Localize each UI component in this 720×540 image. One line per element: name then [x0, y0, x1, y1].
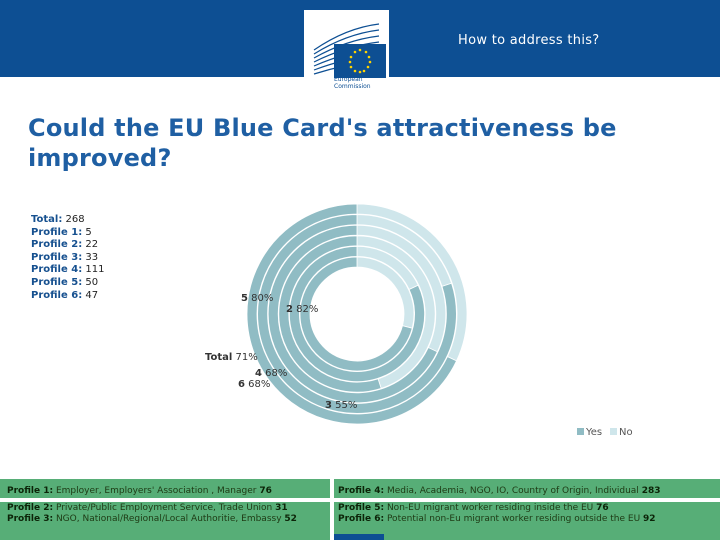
- legend-swatch: [610, 428, 617, 435]
- footer: Profile 1: Employer, Employers' Associat…: [0, 479, 720, 540]
- ec-logo-icon: [313, 23, 386, 78]
- ring-data-label: 6 68%: [238, 379, 270, 390]
- ec-logo-text: European Commission: [334, 76, 371, 90]
- footer-divider: [0, 498, 720, 502]
- count-row: Profile 4: 111: [31, 264, 105, 276]
- footer-divider: [330, 479, 334, 540]
- count-row: Profile 1: 5: [31, 226, 92, 238]
- ring-data-label: Total 71%: [205, 352, 258, 363]
- donut-slice-yes: [289, 245, 425, 382]
- ring-data-label: 2 82%: [286, 304, 318, 315]
- legend-label: No: [619, 427, 633, 438]
- donut-slice-yes: [267, 224, 438, 404]
- footer-profile-2: Profile 2: Private/Public Employment Ser…: [7, 503, 288, 513]
- legend-swatch: [577, 428, 584, 435]
- count-row: Profile 6: 47: [31, 289, 99, 301]
- ec-logo: [304, 10, 389, 98]
- footer-profile-6: Profile 6: Potential non-Eu migrant work…: [338, 514, 656, 524]
- donut-slice-yes: [246, 203, 458, 425]
- donut-slice-yes: [257, 214, 457, 414]
- profile-counts: Total: 268 Profile 1: 5 Profile 2: 22 Pr…: [31, 214, 104, 302]
- legend-label: Yes: [585, 427, 602, 438]
- ring-data-label: 3 55%: [325, 400, 357, 411]
- slide-title: Could the EU Blue Card's attractiveness …: [28, 114, 617, 172]
- footer-profile-4: Profile 4: Media, Academia, NGO, IO, Cou…: [338, 486, 661, 496]
- footer-profile-1: Profile 1: Employer, Employers' Associat…: [7, 486, 272, 496]
- header-title: How to address this?: [458, 33, 600, 48]
- ring-data-label: 4 68%: [255, 368, 287, 379]
- footer-profile-5: Profile 5: Non-EU migrant worker residin…: [338, 503, 609, 513]
- donut-slice-yes: [278, 235, 382, 393]
- count-row: Profile 3: 33: [31, 251, 99, 263]
- count-row: Total: 268: [31, 214, 85, 225]
- count-row: Profile 5: 50: [31, 276, 99, 288]
- donut-slice-yes: [299, 256, 413, 372]
- ring-data-label: 5 80%: [241, 293, 273, 304]
- footer-profile-3: Profile 3: NGO, National/Regional/Local …: [7, 514, 297, 524]
- footer-accent: [334, 534, 384, 540]
- count-row: Profile 2: 22: [31, 239, 99, 251]
